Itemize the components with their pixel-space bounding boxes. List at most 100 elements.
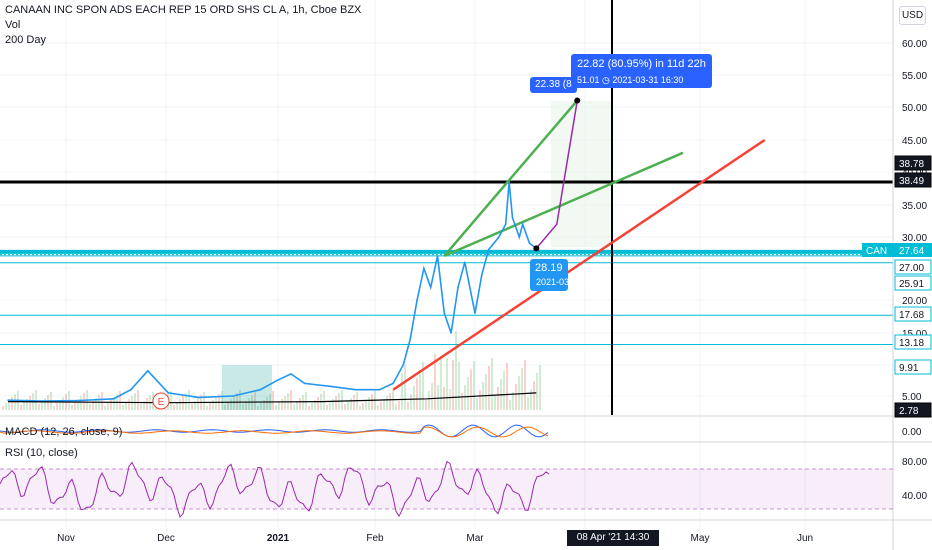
- volume-bar: [293, 404, 295, 410]
- volume-bar: [47, 395, 49, 410]
- volume-bar: [41, 401, 43, 410]
- volume-bar: [464, 385, 466, 410]
- series-point: [521, 223, 524, 225]
- time-tick-label: Dec: [157, 533, 175, 544]
- earnings-circle: [152, 392, 170, 410]
- price-level-box: [894, 155, 932, 171]
- volume-bar: [524, 360, 526, 410]
- price-level-box: [894, 259, 932, 275]
- volume-bar: [62, 397, 64, 410]
- volume-bar: [512, 392, 514, 410]
- series-point: [504, 223, 507, 225]
- price-level-box: [894, 172, 932, 188]
- volume-bar: [428, 391, 430, 410]
- volume-bar: [518, 376, 520, 410]
- volume-bar: [461, 393, 463, 410]
- time-tick-label: Nov: [57, 533, 75, 544]
- ticker-label: CAN: [866, 246, 887, 257]
- macd-legend: MACD (12, 26, close, 9): [5, 426, 123, 438]
- volume-bar: [206, 406, 208, 410]
- low-date: 2021-03-19 18:30: [536, 277, 608, 287]
- volume-bar: [443, 387, 445, 410]
- volume-bar: [302, 395, 304, 410]
- volume-bar: [377, 405, 379, 410]
- volume-bar: [317, 397, 319, 410]
- volume-bar: [176, 402, 178, 410]
- price-level-box: [894, 334, 932, 350]
- volume-bar: [233, 396, 235, 410]
- volume-bar: [209, 403, 211, 410]
- price-level-label: 17.68: [899, 310, 924, 321]
- volume-bar: [191, 404, 193, 410]
- volume-bar: [143, 401, 145, 410]
- series-line-1: [8, 392, 537, 404]
- volume-bar: [494, 395, 496, 410]
- price-level-box: [894, 275, 932, 291]
- volume-bar: [479, 390, 481, 410]
- volume-bar: [155, 406, 157, 410]
- volume-bar: [476, 398, 478, 410]
- current-price-label: 27.64: [899, 246, 924, 257]
- volume-bar: [530, 389, 532, 410]
- volume-bar: [239, 390, 241, 410]
- time-tick-label: Jun: [797, 533, 813, 544]
- volume-bar: [326, 405, 328, 410]
- volume-bar: [527, 397, 529, 410]
- volume-bar: [449, 389, 451, 410]
- volume-bar: [71, 405, 73, 410]
- volume-bar: [128, 399, 130, 410]
- volume-bar: [2, 406, 4, 410]
- grid-lines: [0, 0, 893, 530]
- price-level-label: 38.78: [899, 159, 924, 170]
- volume-bar: [179, 399, 181, 410]
- volume-bar: [440, 356, 442, 410]
- volume-bar: [212, 400, 214, 410]
- series-point: [147, 370, 149, 372]
- series-point: [232, 395, 234, 397]
- series-point: [436, 255, 439, 257]
- volume-bar: [272, 391, 274, 410]
- series-point: [528, 242, 531, 245]
- price-level-box: [894, 359, 932, 375]
- volume-bar: [386, 396, 388, 410]
- volume-bar: [11, 397, 13, 410]
- volume-bar: [56, 403, 58, 410]
- price-tick-label: 45.00: [902, 136, 927, 147]
- volume-bar: [506, 363, 508, 410]
- volume-bar: [359, 406, 361, 410]
- volume-bar: [146, 398, 148, 410]
- volume-bar: [257, 406, 259, 410]
- price-tick-label: 35.00: [902, 201, 927, 212]
- volume-bar: [134, 393, 136, 410]
- price-level-label: 27.00: [899, 263, 924, 274]
- volume-bar: [194, 401, 196, 410]
- volume-bar: [446, 358, 448, 410]
- volume-bar: [413, 386, 415, 410]
- volume-bar: [44, 398, 46, 410]
- volume-bar: [305, 392, 307, 410]
- measure-start-point: [533, 245, 540, 252]
- series-point: [112, 398, 115, 400]
- ma-legend: 200 Day: [5, 34, 46, 46]
- price-tick-label: 55.00: [902, 71, 927, 82]
- series-point: [303, 382, 306, 385]
- volume-bar: [389, 393, 391, 410]
- volume-bar: [473, 361, 475, 410]
- price-level-label: 9.91: [899, 363, 919, 374]
- series-point: [378, 388, 381, 391]
- volume-bar: [416, 378, 418, 410]
- volume-bar: [284, 396, 286, 410]
- price-level-box: [894, 306, 932, 322]
- rsi-line: [0, 460, 550, 518]
- price-tick-label: 60.00: [902, 39, 927, 50]
- macd-line: [0, 424, 549, 438]
- series-point: [259, 388, 262, 391]
- volume-bar: [77, 399, 79, 410]
- volume-bar: [536, 373, 538, 410]
- currency-button[interactable]: USD: [899, 6, 926, 25]
- volume-bar: [380, 402, 382, 410]
- rsi-legend: RSI (10, close): [5, 447, 78, 459]
- series-point: [443, 312, 446, 315]
